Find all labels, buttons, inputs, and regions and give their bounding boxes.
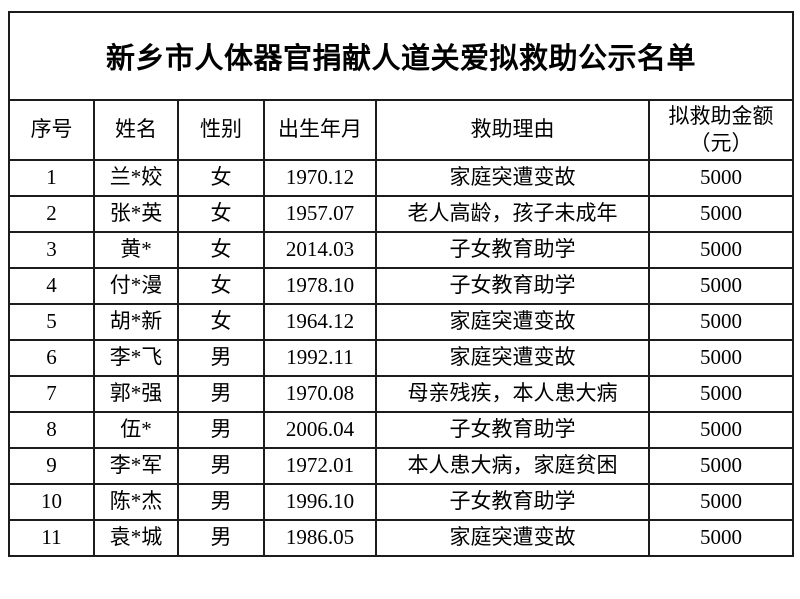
table-cell: 李*军 — [93, 447, 179, 485]
table-cell: 5000 — [647, 339, 795, 377]
table-cell: 家庭突遭变故 — [375, 303, 650, 341]
table-row: 4 付*漫女 1978.10 子女教育助学 5000 — [8, 267, 795, 305]
column-header: 性别 — [177, 99, 265, 161]
table-cell: 5 — [8, 303, 95, 341]
title-row: 新乡市人体器官捐献人道关爱拟救助公示名单 — [7, 11, 795, 101]
table-cell: 1996.10 — [263, 483, 377, 521]
table-cell: 家庭突遭变故 — [375, 159, 650, 197]
table-body: 1 兰*姣女 1970.12 家庭突遭变故 5000 2 张*英女 1957.07 老人高龄，孩… — [8, 159, 795, 557]
table-cell: 1970.08 — [263, 375, 377, 413]
table-row: 3 黄* 女 2014.03 子女教育助学 5000 — [8, 231, 795, 269]
table-cell: 1986.05 — [263, 519, 377, 557]
table-cell: 2006.04 — [263, 411, 377, 449]
table-cell: 子女教育助学 — [375, 231, 650, 269]
table-cell: 子女教育助学 — [375, 483, 650, 521]
table-cell: 伍* — [93, 411, 179, 449]
table-cell: 李*飞 — [93, 339, 179, 377]
table-cell: 郭*强 — [93, 375, 179, 413]
table-row: 2 张*英女 1957.07 老人高龄，孩子未成年 5000 — [8, 195, 795, 233]
column-header: 出生年月 — [263, 99, 377, 161]
table-cell: 张*英 — [93, 195, 179, 233]
table-cell: 5000 — [647, 483, 795, 521]
column-header: 拟救助金额 （元） — [647, 99, 795, 161]
table-cell: 1 — [8, 159, 95, 197]
table-cell: 袁*城 — [93, 519, 179, 557]
header-row: 序号 姓名 性别 出生年月 救助理由 拟救助金额 （元） — [8, 99, 795, 161]
table-cell: 男 — [177, 519, 265, 557]
assistance-table: 新乡市人体器官捐献人道关爱拟救助公示名单 序号 姓名 性别 出生年月 救助理由 拟救助金额… — [7, 11, 795, 557]
table-cell: 胡*新 — [93, 303, 179, 341]
table-cell: 1992.11 — [263, 339, 377, 377]
table-row: 1 兰*姣女 1970.12 家庭突遭变故 5000 — [8, 159, 795, 197]
table-cell: 陈*杰 — [93, 483, 179, 521]
table-cell: 老人高龄，孩子未成年 — [375, 195, 650, 233]
table-cell: 女 — [177, 159, 265, 197]
table-cell: 5000 — [647, 447, 795, 485]
table-cell: 母亲残疾，本人患大病 — [375, 375, 650, 413]
table-cell: 黄* — [93, 231, 179, 269]
table-cell: 本人患大病，家庭贫困 — [375, 447, 650, 485]
table-cell: 1978.10 — [263, 267, 377, 305]
table-cell: 女 — [177, 267, 265, 305]
table-cell: 1970.12 — [263, 159, 377, 197]
column-header: 姓名 — [93, 99, 179, 161]
table-cell: 5000 — [647, 303, 795, 341]
table-row: 6 李*飞男 1992.11 家庭突遭变故 5000 — [8, 339, 795, 377]
table-cell: 10 — [8, 483, 95, 521]
table-cell: 付*漫 — [93, 267, 179, 305]
table-cell: 5000 — [647, 159, 795, 197]
table-cell: 1972.01 — [263, 447, 377, 485]
table-cell: 5000 — [647, 267, 795, 305]
table-cell: 男 — [177, 375, 265, 413]
table-row: 11 袁*城男 1986.05 家庭突遭变故 5000 — [8, 519, 795, 557]
table-cell: 男 — [177, 483, 265, 521]
table-cell: 家庭突遭变故 — [375, 519, 650, 557]
column-header: 救助理由 — [375, 99, 650, 161]
notice-sheet: 新乡市人体器官捐献人道关爱拟救助公示名单 序号 姓名 性别 出生年月 救助理由 拟救助金额… — [7, 11, 795, 557]
table-row: 9 李*军男 1972.01 本人患大病，家庭贫困 5000 — [8, 447, 795, 485]
table-cell: 女 — [177, 195, 265, 233]
table-cell: 男 — [177, 339, 265, 377]
table-cell: 7 — [8, 375, 95, 413]
table-cell: 女 — [177, 303, 265, 341]
page-title: 新乡市人体器官捐献人道关爱拟救助公示名单 — [7, 11, 795, 101]
table-cell: 5000 — [647, 195, 795, 233]
table-row: 8 伍* 男 2006.04 子女教育助学 5000 — [8, 411, 795, 449]
table-cell: 5000 — [647, 231, 795, 269]
table-row: 10 陈*杰男 1996.10 子女教育助学 5000 — [8, 483, 795, 521]
table-cell: 4 — [8, 267, 95, 305]
table-cell: 子女教育助学 — [375, 411, 650, 449]
table-row: 5 胡*新女 1964.12 家庭突遭变故 5000 — [8, 303, 795, 341]
table-cell: 5000 — [647, 519, 795, 557]
table-cell: 9 — [8, 447, 95, 485]
table-cell: 家庭突遭变故 — [375, 339, 650, 377]
table-cell: 1957.07 — [263, 195, 377, 233]
table-cell: 5000 — [647, 411, 795, 449]
table-row: 7 郭*强男 1970.08 母亲残疾，本人患大病 5000 — [8, 375, 795, 413]
table-cell: 11 — [8, 519, 95, 557]
table-cell: 2 — [8, 195, 95, 233]
table-cell: 男 — [177, 447, 265, 485]
table-cell: 子女教育助学 — [375, 267, 650, 305]
table-cell: 1964.12 — [263, 303, 377, 341]
table-cell: 5000 — [647, 375, 795, 413]
table-cell: 8 — [8, 411, 95, 449]
table-cell: 2014.03 — [263, 231, 377, 269]
table-cell: 男 — [177, 411, 265, 449]
table-cell: 兰*姣 — [93, 159, 179, 197]
table-cell: 6 — [8, 339, 95, 377]
column-header: 序号 — [8, 99, 95, 161]
table-cell: 3 — [8, 231, 95, 269]
table-cell: 女 — [177, 231, 265, 269]
